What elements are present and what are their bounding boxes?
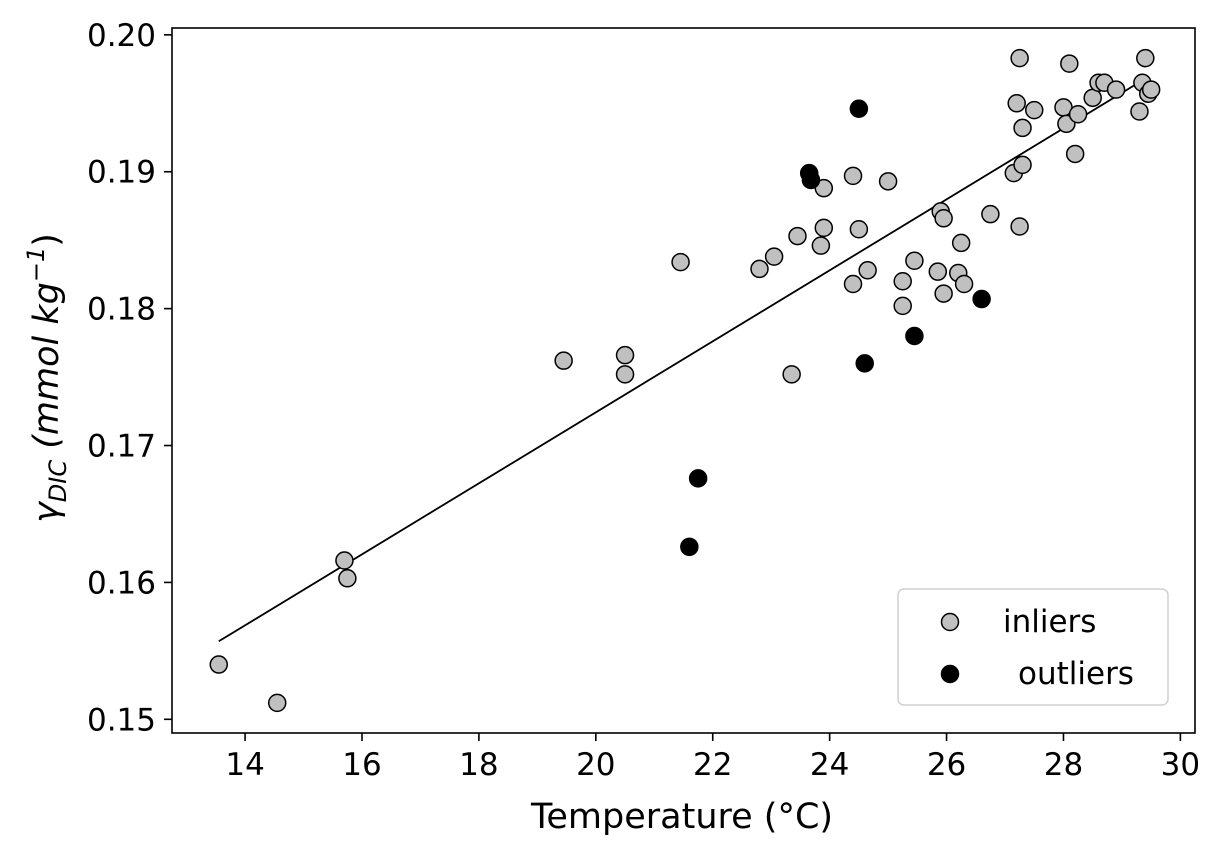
x-tick-label: 22 — [693, 747, 732, 783]
inlier-point — [335, 551, 354, 570]
outlier-point — [680, 537, 699, 557]
y-tick-label: 0.19 — [87, 155, 156, 191]
y-axis: 0.15 0.16 0.17 0.18 0.19 0.20 — [87, 18, 172, 738]
inlier-point — [671, 252, 690, 272]
y-axis-label: γDIC (mmol kg−1) — [22, 233, 72, 523]
inlier-point — [554, 351, 573, 370]
inlier-point — [893, 272, 912, 291]
x-tick-label: 20 — [576, 747, 615, 783]
inlier-point — [750, 259, 769, 279]
inlier-point — [782, 365, 801, 384]
inlier-point — [893, 296, 912, 316]
x-tick-label: 18 — [459, 747, 498, 783]
y-tick-label: 0.18 — [87, 292, 156, 328]
plot-frame — [171, 27, 1196, 734]
y-tick-label: 0.15 — [87, 702, 156, 738]
inlier-point — [1130, 102, 1149, 121]
inlier-point — [934, 284, 953, 303]
inlier-point — [338, 569, 357, 588]
y-axis-label-unit-exp: −1 — [22, 247, 50, 282]
inlier-point — [1060, 54, 1079, 73]
y-tick-label: 0.20 — [87, 18, 156, 54]
inlier-point — [814, 218, 834, 238]
inlier-point — [951, 233, 971, 253]
inlier-point — [1010, 48, 1029, 68]
inlier-point — [209, 655, 229, 674]
legend-label-outliers: outliers — [1018, 656, 1134, 692]
fit-line — [218, 77, 1146, 643]
inlier-point — [1024, 100, 1044, 120]
inlier-point — [1136, 48, 1155, 68]
inlier-point — [928, 262, 948, 281]
outlier-point — [688, 469, 708, 488]
x-axis-label: Temperature (°C) — [530, 797, 833, 837]
outlier-point — [849, 99, 869, 119]
inlier-point — [981, 204, 1000, 224]
inlier-point — [267, 693, 287, 713]
inlier-point — [1068, 104, 1088, 124]
x-axis: 14 16 18 20 22 24 26 28 30 — [225, 733, 1200, 783]
inlier-point — [1007, 94, 1026, 113]
x-tick-label: 24 — [810, 747, 849, 783]
inlier-point — [934, 209, 953, 228]
inlier-point — [954, 274, 974, 294]
inlier-point — [615, 345, 635, 365]
inlier-point — [1141, 80, 1161, 99]
inlier-point — [1013, 155, 1032, 175]
y-tick-label: 0.17 — [87, 429, 156, 465]
inlier-point — [764, 247, 784, 266]
x-tick-label: 26 — [927, 747, 966, 783]
inlier-point — [1106, 80, 1126, 99]
inlier-point — [878, 172, 898, 191]
legend-marker-outliers — [940, 664, 960, 684]
y-axis-label-unit-open: (mmol kg — [27, 282, 67, 460]
y-tick-label: 0.16 — [87, 565, 156, 601]
legend-label-inliers: inliers — [1003, 604, 1096, 640]
x-tick-label: 30 — [1161, 747, 1200, 783]
legend-marker-inliers — [940, 612, 960, 632]
x-tick-label: 16 — [342, 747, 381, 783]
y-axis-label-subscript: DIC — [44, 460, 72, 503]
inlier-point — [811, 236, 831, 255]
inlier-point — [814, 178, 834, 198]
inlier-point — [788, 226, 807, 246]
x-tick-label: 14 — [225, 747, 264, 783]
inlier-point — [1065, 144, 1085, 164]
inlier-point — [843, 274, 863, 294]
y-axis-label-symbol: γ — [27, 500, 67, 523]
inlier-point — [843, 166, 863, 186]
inlier-point — [905, 251, 924, 270]
fit-line-layer — [218, 77, 1146, 643]
outlier-point — [905, 326, 924, 346]
y-axis-label-unit-close: ) — [27, 233, 67, 247]
inlier-point — [615, 365, 635, 384]
x-tick-label: 28 — [1044, 747, 1083, 783]
inlier-point — [1013, 118, 1032, 138]
legend: inliers outliers — [897, 588, 1169, 706]
inlier-point — [1010, 217, 1029, 236]
inlier-point — [858, 261, 877, 280]
outlier-point — [972, 289, 991, 309]
points-layer — [209, 48, 1161, 713]
inlier-point — [849, 219, 869, 239]
outlier-point — [855, 354, 874, 373]
legend-box — [897, 588, 1169, 706]
outlier-point — [801, 170, 821, 190]
